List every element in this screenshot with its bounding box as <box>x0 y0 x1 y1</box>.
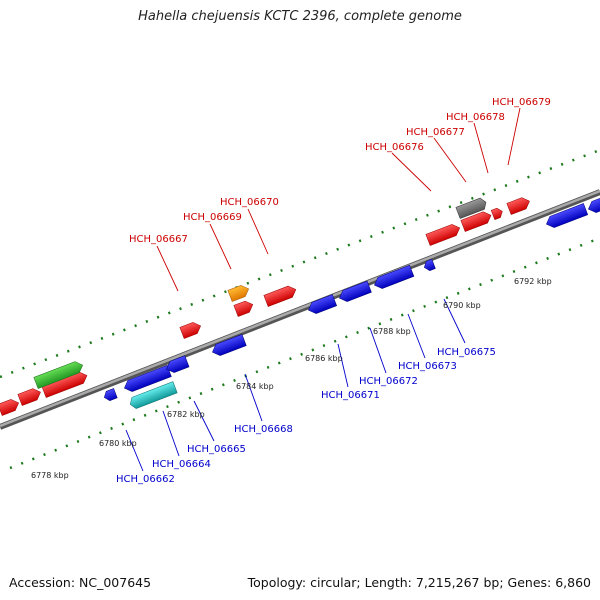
gene-arrow <box>374 264 415 289</box>
gene-arrow <box>212 334 247 356</box>
gene-arrow <box>263 285 297 307</box>
gene-label-hch-06671: HCH_06671 <box>321 390 380 401</box>
gene-label-hch-06668: HCH_06668 <box>234 424 293 435</box>
forward-gene-labels: HCH_06667 HCH_06669 HCH_06670 HCH_06676 … <box>129 97 551 245</box>
gene-arrow-green <box>33 361 84 389</box>
gene-arrow <box>490 207 503 220</box>
gene-label-hch-06678: HCH_06678 <box>446 112 505 123</box>
genome-summary-text: Topology: circular; Length: 7,215,267 bp… <box>247 575 591 590</box>
gene-arrow <box>166 355 190 373</box>
gene-label-hch-06676: HCH_06676 <box>365 142 424 153</box>
forward-tick-row <box>0 148 600 379</box>
gene-label-hch-06672: HCH_06672 <box>359 376 418 387</box>
gene-arrow <box>233 300 254 317</box>
gene-label-hch-06670: HCH_06670 <box>220 197 279 208</box>
gene-arrow-orange <box>227 285 250 302</box>
gene-arrow <box>423 258 436 271</box>
gene-arrow <box>103 388 118 401</box>
scale-label: 6784 kbp <box>236 382 274 391</box>
reverse-gene-labels: HCH_06662 HCH_06664 HCH_06665 HCH_06668 … <box>116 347 496 485</box>
gene-arrow <box>17 388 41 406</box>
gene-label-hch-06677: HCH_06677 <box>406 127 465 138</box>
gene-arrow <box>425 224 461 246</box>
gene-arrow <box>124 365 172 392</box>
scale-label: 6780 kbp <box>99 439 137 448</box>
scale-labels: 6778 kbp 6780 kbp 6782 kbp 6784 kbp 6786… <box>31 277 552 480</box>
map-title: Hahella chejuensis KCTC 2396, complete g… <box>138 9 462 24</box>
reverse-genes <box>103 196 600 409</box>
gene-label-hch-06662: HCH_06662 <box>116 474 175 485</box>
gene-arrow-cyan <box>129 381 178 409</box>
gene-arrow <box>588 196 600 213</box>
gene-label-hch-06679: HCH_06679 <box>492 97 551 108</box>
accession-text: Accession: NC_007645 <box>9 575 152 590</box>
gene-arrow <box>460 211 492 232</box>
gene-arrow <box>546 203 589 228</box>
forward-genes <box>0 197 530 416</box>
scale-label: 6792 kbp <box>514 277 552 286</box>
gene-label-hch-06673: HCH_06673 <box>398 361 457 372</box>
gene-arrow <box>0 399 20 416</box>
scale-label: 6778 kbp <box>31 471 69 480</box>
gene-label-hch-06665: HCH_06665 <box>187 444 246 455</box>
backbone-highlight <box>0 189 600 428</box>
gene-arrow-gray <box>455 197 487 219</box>
scale-label: 6788 kbp <box>373 327 411 336</box>
scale-label: 6790 kbp <box>443 301 481 310</box>
gene-label-hch-06667: HCH_06667 <box>129 234 188 245</box>
gene-arrow <box>308 294 338 314</box>
gene-arrow <box>506 197 530 215</box>
scale-label: 6782 kbp <box>167 410 205 419</box>
reverse-tick-row <box>9 236 600 470</box>
gene-arrow <box>179 322 202 339</box>
scale-label: 6786 kbp <box>305 354 343 363</box>
gene-label-hch-06669: HCH_06669 <box>183 212 242 223</box>
label-leaders <box>125 107 521 472</box>
gene-label-hch-06675: HCH_06675 <box>437 347 496 358</box>
gene-arrow <box>339 280 372 302</box>
gene-label-hch-06664: HCH_06664 <box>152 459 211 470</box>
